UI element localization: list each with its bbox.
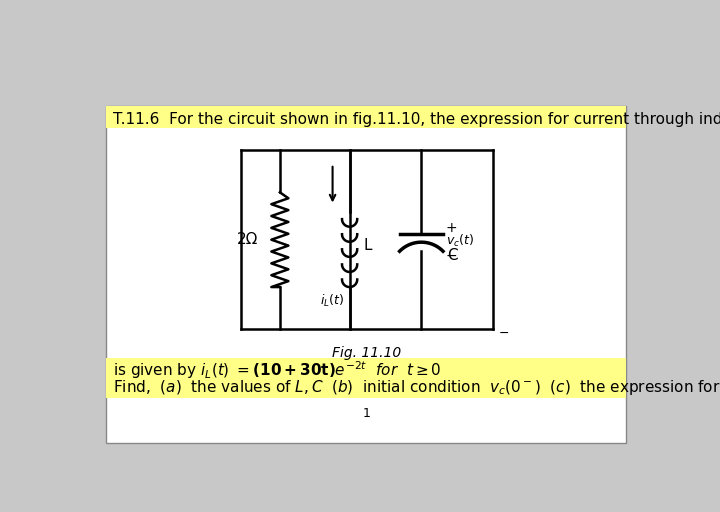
FancyBboxPatch shape <box>106 106 626 443</box>
Text: +: + <box>446 221 457 235</box>
FancyBboxPatch shape <box>106 358 626 398</box>
Text: T.11.6  For the circuit shown in fig.11.10, the expression for current through i: T.11.6 For the circuit shown in fig.11.1… <box>113 112 720 126</box>
Text: $i_L(t)$: $i_L(t)$ <box>320 293 345 309</box>
Text: −: − <box>446 249 457 263</box>
Text: L: L <box>364 238 372 253</box>
Text: −: − <box>499 327 510 340</box>
Text: Fig. 11.10: Fig. 11.10 <box>333 346 402 360</box>
FancyBboxPatch shape <box>106 106 626 127</box>
Text: 1: 1 <box>363 407 371 420</box>
Text: Find,  $(a)$  the values of $L,C$  $(b)$  initial condition  $v_c(0^-)$  $(c)$  : Find, $(a)$ the values of $L,C$ $(b)$ in… <box>113 378 720 397</box>
Text: is given by $i_L(t)\ =\mathbf{(10+30t)}e^{-2t}\ \ for\ \ t\geq 0$: is given by $i_L(t)\ =\mathbf{(10+30t)}e… <box>113 359 442 381</box>
Text: 2Ω: 2Ω <box>237 232 258 247</box>
Text: $v_c(t)$: $v_c(t)$ <box>446 233 474 249</box>
Text: C: C <box>447 248 457 263</box>
